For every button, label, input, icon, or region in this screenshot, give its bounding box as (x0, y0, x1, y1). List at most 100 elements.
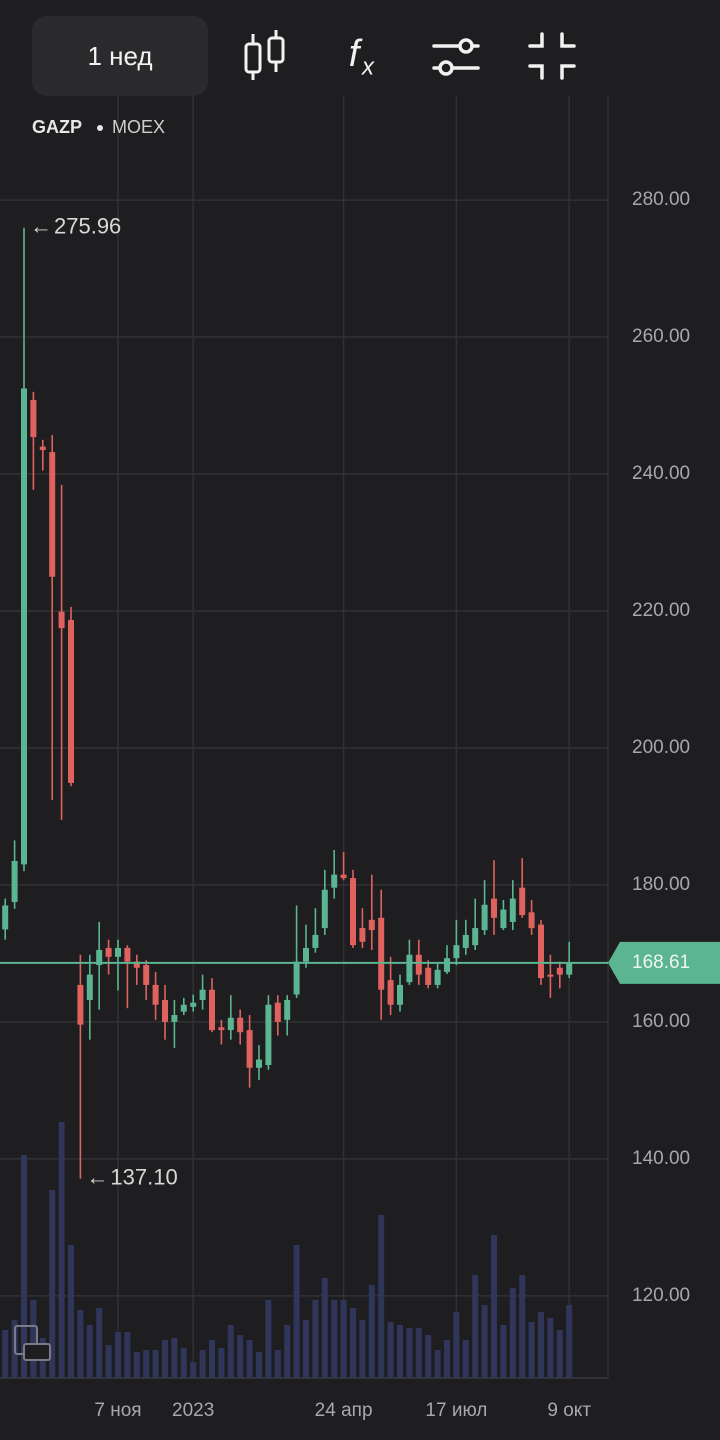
chart-mode-icon[interactable] (14, 1325, 51, 1361)
volume-bar (368, 1285, 375, 1378)
candle-body (77, 984, 84, 1025)
last-price-label: 168.61 (632, 952, 690, 973)
volume-bar (246, 1340, 253, 1378)
volume-bar (77, 1310, 84, 1378)
candle-body (209, 989, 215, 1031)
candle-body (528, 912, 535, 929)
annotation-label: 275.96 (54, 214, 121, 239)
candle-body (340, 874, 347, 879)
candle-body (425, 967, 432, 985)
x-tick-label: 9 окт (547, 1400, 591, 1421)
candle-body (152, 984, 159, 1005)
candle-body (312, 934, 319, 948)
volume-bar (2, 1330, 9, 1378)
volume-bar (124, 1332, 131, 1378)
volume-bar (331, 1300, 338, 1378)
candle-body (509, 898, 516, 922)
candle-body (49, 452, 56, 577)
candle-body (68, 619, 74, 783)
volume-bar (303, 1320, 309, 1378)
volume-bar (86, 1325, 93, 1378)
candle-body (500, 909, 507, 929)
candle-body (162, 999, 168, 1022)
candle-body (274, 1002, 281, 1022)
volume-bar (528, 1322, 535, 1378)
volume-bar (415, 1328, 422, 1378)
overlay-layer: 120.00 140.00 160.00 180.00 200.00 220.00 240.… (0, 189, 720, 1421)
x-tick-label: 17 июл (425, 1400, 487, 1421)
candle-body (481, 904, 488, 931)
candle-body (86, 974, 93, 1000)
volume-bar (152, 1350, 159, 1378)
candle-body (246, 1030, 253, 1068)
indicators-icon[interactable]: f x (349, 33, 375, 80)
candle-body (237, 1017, 244, 1033)
x-tick-label: 7 ноя (94, 1400, 141, 1421)
volume-bar (547, 1318, 554, 1378)
x-tick-label: 24 апр (315, 1400, 373, 1421)
volume-bar (68, 1245, 74, 1378)
y-tick-label: 220.00 (632, 600, 690, 621)
candle-body (2, 905, 9, 930)
candle-body (180, 1004, 187, 1012)
volume-bar (58, 1122, 65, 1378)
volume-bar (143, 1350, 150, 1378)
chart-type-icon[interactable] (244, 30, 285, 80)
exchange: MOEX (112, 117, 165, 137)
candle-body (284, 999, 291, 1020)
volume-layer (2, 1122, 573, 1378)
candle-body (556, 967, 563, 975)
y-tick-label: 260.00 (632, 326, 690, 347)
candle-body (199, 989, 206, 1000)
candle-body (303, 947, 309, 962)
interval-button[interactable] (32, 16, 208, 96)
volume-bar (387, 1322, 394, 1378)
volume-bar (265, 1300, 272, 1378)
candle-body (406, 954, 413, 983)
candle-body (218, 1027, 225, 1031)
volume-bar (218, 1348, 225, 1378)
candle-body (227, 1017, 234, 1031)
ticker: GAZP (32, 117, 82, 137)
y-tick-label: 200.00 (632, 737, 690, 758)
candle-body (171, 1015, 178, 1022)
volume-bar (509, 1288, 516, 1378)
y-tick-label: 280.00 (632, 189, 690, 210)
settings-icon[interactable] (432, 38, 480, 76)
candle-body (143, 965, 150, 985)
candle-body (359, 928, 366, 942)
y-tick-label: 160.00 (632, 1011, 690, 1032)
volume-bar (30, 1300, 37, 1378)
volume-bar (566, 1305, 573, 1378)
volume-bar (209, 1340, 215, 1378)
candle-body (321, 889, 328, 929)
candle-body (566, 962, 573, 975)
candle-body (265, 1004, 272, 1066)
volume-bar (472, 1275, 479, 1378)
candle-body (11, 860, 18, 903)
candle-body (444, 958, 450, 972)
candle-body (115, 947, 121, 957)
volume-bar (105, 1345, 112, 1378)
volume-bar (49, 1190, 56, 1378)
volume-bar (500, 1325, 507, 1378)
candle-body (462, 934, 469, 948)
volume-bar (397, 1325, 403, 1378)
y-tick-label: 180.00 (632, 874, 690, 895)
candle-layer (2, 227, 573, 1179)
volume-bar (350, 1308, 356, 1378)
volume-bar (312, 1300, 319, 1378)
volume-bar (133, 1352, 140, 1378)
last-price-tag (608, 941, 720, 984)
collapse-icon[interactable] (528, 32, 576, 80)
volume-bar (359, 1320, 366, 1378)
candle-body (519, 887, 526, 916)
volume-bar (434, 1350, 441, 1378)
volume-bar (256, 1352, 262, 1378)
candle-body (387, 980, 394, 1005)
candle-body (378, 917, 385, 990)
volume-bar (171, 1338, 178, 1378)
annotation-arrow: ← (30, 214, 52, 239)
